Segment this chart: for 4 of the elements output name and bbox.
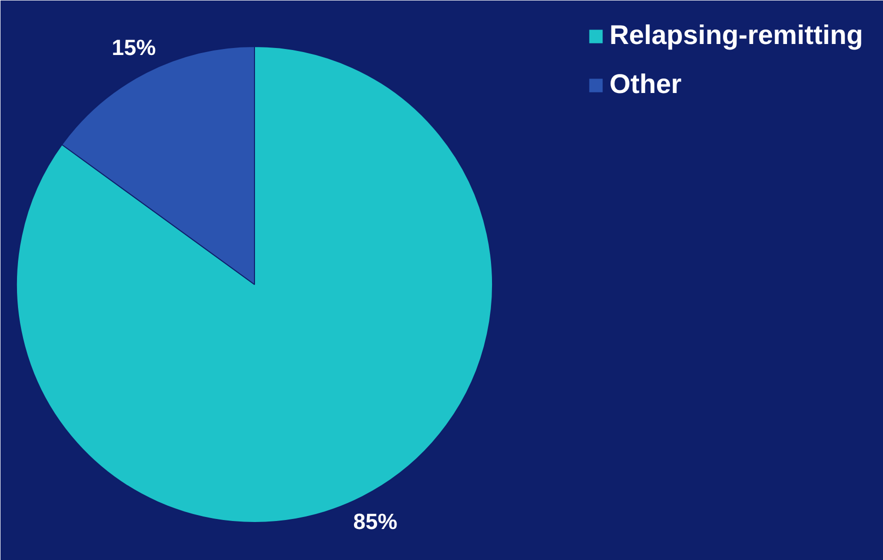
legend-label: Relapsing-remitting	[609, 20, 863, 51]
data-label: 85%	[353, 509, 398, 534]
legend-label: Other	[609, 69, 682, 100]
data-label: 15%	[112, 34, 156, 60]
